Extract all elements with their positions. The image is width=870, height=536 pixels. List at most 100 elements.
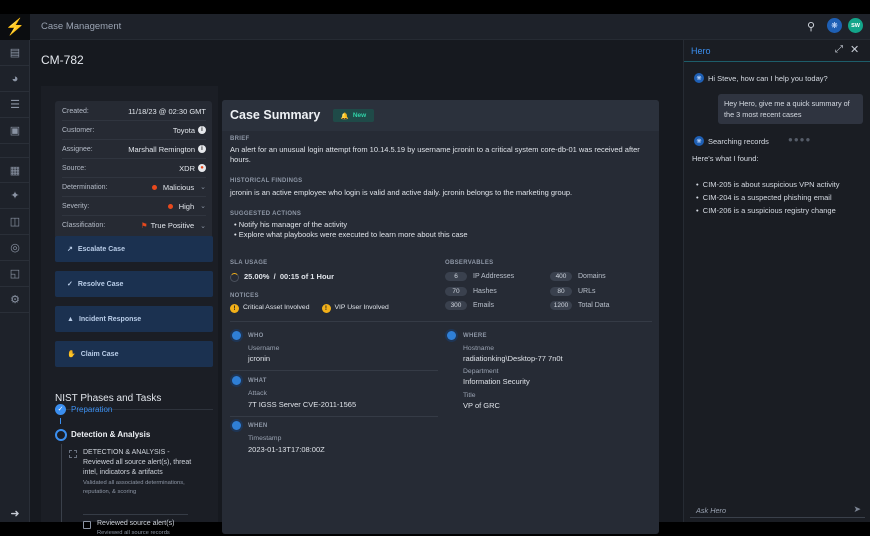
what-label: WHAT [248,378,267,384]
escalate-case-button[interactable]: ↗ Escalate Case [55,236,213,262]
brief-text: An alert for an unusual login attempt fr… [230,145,640,164]
chevron-down-icon[interactable]: ⌄ [200,203,206,210]
divider [684,61,870,62]
check-icon: ✓ [55,404,66,415]
detail-assignee: Assignee: Marshall Remington i [62,140,206,159]
notices-label: NOTICES [230,293,259,299]
badge-label: New [352,112,367,119]
phase-active-icon [55,429,67,441]
logo[interactable]: ⚡ [0,14,30,40]
result-text[interactable]: CIM-206 is a suspicious registry change [702,206,836,215]
value: 11/18/23 @ 02:30 GMT [128,106,206,116]
label: Total Data [578,302,610,309]
label: Source: [62,164,87,172]
notice: Critical Asset Involved [243,304,310,311]
subtask-checkbox[interactable] [83,521,91,529]
phase-detection[interactable]: Detection & Analysis [71,430,151,439]
count: 80 [550,287,572,296]
warning-icon: ▲ [67,315,74,323]
when-value: 2023-01-13T17:08:00Z [248,445,325,454]
chevron-down-icon[interactable]: ⌄ [200,222,206,230]
chevron-down-icon[interactable]: ⌄ [200,184,206,191]
status-dot [167,203,173,209]
task-checkbox[interactable] [69,450,77,458]
hand-icon: ✋ [67,351,76,358]
image-search-icon[interactable]: ▣ [0,118,30,144]
settings-icon[interactable]: ⚙ [0,287,30,313]
detail-created: Created: 11/18/23 @ 02:30 GMT [62,102,206,121]
where-value: VP of GRC [463,401,500,410]
bell-icon: 🔔 [340,112,349,120]
label: Determination: [62,183,108,191]
book-icon[interactable]: ◱ [0,261,30,287]
where-field: Title [463,392,476,399]
suggested-action: • Explore what playbooks were executed t… [234,230,468,239]
observable-emails[interactable]: 300 Emails [445,301,494,310]
result-text[interactable]: CIM-205 is about suspicious VPN activity [702,180,840,189]
subtask-desc: Reviewed all source records [97,530,170,536]
when-label: WHEN [248,423,268,429]
label: Claim Case [80,350,119,358]
what-value: 7T IGSS Server CVE-2011-1565 [248,400,357,409]
arrow-right-icon[interactable]: ➜ [10,507,20,520]
user-message: Hey Hero, give me a quick summary of the… [718,94,863,124]
observable-ip[interactable]: 6 IP Addresses [445,272,514,281]
typing-indicator: ●●●● [788,135,812,144]
action-text: Explore what playbooks were executed to … [238,230,468,239]
ask-hero-input[interactable]: Ask Hero ➤ [690,504,865,518]
users-icon[interactable]: ◎ [0,235,30,261]
observable-domains[interactable]: 400 Domains [550,272,606,281]
grid-icon[interactable]: ▦ [0,157,30,183]
connector [61,444,62,522]
count: 300 [445,301,467,310]
connector [60,418,61,424]
divider [230,416,438,417]
info-icon[interactable]: i [198,126,206,134]
search-icon[interactable]: ⚲ [806,20,816,33]
sparkle-icon[interactable]: ✦ [0,183,30,209]
value: True Positive [150,221,195,230]
label: Classification: [62,222,106,229]
label: Created: [62,107,89,115]
notice: VIP User Involved [334,304,389,311]
value[interactable]: Marshall Remington [128,144,195,154]
observable-total[interactable]: 1200 Total Data [550,301,610,310]
user-avatar[interactable]: SW [848,18,863,33]
when-field: Timestamp [248,435,282,442]
value: Malicious [162,182,195,192]
label: IP Addresses [473,273,515,280]
incident-response-button[interactable]: ▲ Incident Response [55,306,213,332]
suggested-actions-label: SUGGESTED ACTIONS [230,211,302,217]
phase-preparation[interactable]: Preparation [71,405,113,414]
info-icon[interactable]: i [198,145,206,153]
input-placeholder: Ask Hero [696,506,727,515]
compass-icon [447,331,456,340]
detail-determination[interactable]: Determination: Malicious ⌄ [62,178,206,197]
close-icon[interactable]: ✕ [850,44,860,56]
searching-text: Searching records [708,137,769,146]
expand-icon[interactable]: ⤢ [835,44,843,55]
summary-header: Case Summary 🔔 New [222,100,659,131]
result-text[interactable]: CIM-204 is a suspected phishing email [702,193,832,202]
list-icon[interactable]: ☰ [0,92,30,118]
observable-urls[interactable]: 80 URLs [550,287,596,296]
notices: ! Critical Asset Involved ! VIP User Invol… [230,303,389,313]
where-field: Department [463,368,499,375]
detail-classification[interactable]: Classification: ⚑ True Positive ⌄ [62,216,206,235]
task-title: DETECTION & ANALYSIS - Reviewed all sour… [83,449,192,476]
dashboard-icon[interactable]: ◫ [0,209,30,235]
divider [55,409,213,410]
send-icon[interactable]: ➤ [853,504,861,514]
table-icon[interactable]: ▤ [0,40,30,66]
detail-severity[interactable]: Severity: High ⌄ [62,197,206,216]
resolve-case-button[interactable]: ✓ Resolve Case [55,271,213,297]
task-desc: Validated all associated determinations,… [83,480,185,495]
hero-avatar-icon: ❋ [694,73,704,83]
observable-hashes[interactable]: 70 Hashes [445,287,497,296]
who-label: WHO [248,333,264,339]
claim-case-button[interactable]: ✋ Claim Case [55,341,213,367]
value[interactable]: Toyota [172,125,195,135]
case-details-card: Created: 11/18/23 @ 02:30 GMT Customer: To… [55,101,212,239]
hero-ai-icon[interactable]: ❋ [827,18,842,33]
gauge-icon[interactable]: ◕ [0,66,30,92]
